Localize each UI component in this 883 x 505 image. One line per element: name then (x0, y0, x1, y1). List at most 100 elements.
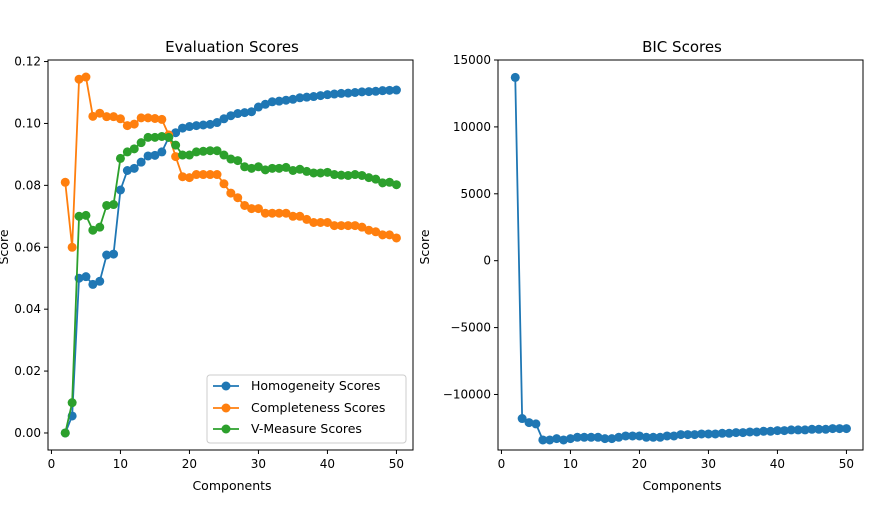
data-point (136, 138, 146, 148)
data-point (288, 94, 298, 104)
data-point (122, 147, 132, 157)
x-tick-label: 30 (251, 457, 266, 471)
data-point (545, 435, 555, 445)
legend-label-homogeneity: Homogeneity Scores (251, 378, 380, 393)
data-point (171, 152, 181, 162)
data-point (357, 87, 367, 97)
data-point (253, 162, 263, 172)
data-point (316, 91, 326, 101)
data-point (628, 431, 638, 441)
data-point (115, 153, 125, 163)
data-point (88, 225, 98, 235)
legend-entry-homogeneity: Homogeneity Scores (213, 378, 380, 393)
data-point (171, 140, 181, 150)
data-point (641, 432, 651, 442)
data-point (731, 428, 741, 438)
data-point (240, 200, 250, 210)
data-point (841, 424, 851, 434)
data-point (738, 428, 748, 438)
data-point (600, 434, 610, 444)
data-point (295, 211, 305, 221)
y-tick-label: 0.12 (14, 55, 41, 69)
data-point (260, 99, 270, 109)
legend-box (206, 374, 407, 444)
x-tick-label: 20 (632, 457, 647, 471)
data-point (74, 74, 84, 84)
data-point (371, 86, 381, 96)
data-point (572, 432, 582, 442)
data-point (378, 178, 388, 188)
data-point (136, 157, 146, 167)
data-point (309, 92, 319, 102)
data-point (247, 204, 257, 214)
data-point (752, 427, 762, 437)
data-point (593, 432, 603, 442)
data-point (531, 419, 541, 429)
data-point (316, 218, 326, 227)
data-point (322, 218, 332, 227)
data-point (226, 154, 236, 164)
y-axis-label: Score (417, 229, 432, 264)
data-point (198, 170, 208, 180)
legend-marker-v-measure (221, 424, 231, 434)
data-point (143, 151, 153, 161)
data-point (357, 222, 367, 232)
data-point (102, 250, 112, 260)
plot-area (510, 72, 851, 445)
data-point (814, 424, 824, 434)
data-point (391, 233, 401, 243)
ticks-group: 0 10 20 30 40 50 0.00 0.02 0.04 0.06 0.08 0.10 0.12 (14, 55, 404, 471)
data-point (703, 429, 713, 439)
data-point (212, 118, 222, 128)
data-point (226, 111, 236, 121)
data-point (67, 242, 77, 252)
data-point (385, 177, 395, 187)
data-point (391, 180, 401, 190)
data-point (621, 431, 631, 441)
data-point (391, 85, 401, 95)
data-point (835, 424, 845, 434)
data-point (717, 428, 727, 438)
data-point (634, 431, 644, 441)
data-point (385, 85, 395, 95)
data-point (184, 122, 194, 132)
data-point (697, 429, 707, 439)
data-point (329, 89, 339, 99)
data-point (219, 179, 229, 189)
data-point (191, 121, 201, 131)
x-tick-label: 10 (113, 457, 128, 471)
data-point (343, 170, 353, 180)
data-point (552, 434, 562, 444)
data-point (524, 418, 534, 428)
data-point (88, 279, 98, 289)
data-point (143, 113, 153, 123)
data-point (240, 108, 250, 118)
x-tick-label: 40 (770, 457, 785, 471)
y-tick-label: −5000 (450, 321, 491, 335)
data-point (136, 113, 146, 123)
x-tick-label: 50 (389, 457, 404, 471)
data-point (60, 177, 70, 187)
data-point (267, 97, 277, 107)
data-point (109, 200, 119, 210)
data-point (67, 398, 77, 408)
data-point (109, 249, 119, 259)
data-point (253, 102, 263, 112)
data-point (295, 93, 305, 103)
data-point (60, 428, 70, 438)
data-point (309, 218, 319, 227)
data-point (178, 172, 188, 182)
data-point (350, 170, 360, 180)
data-point (260, 165, 270, 175)
data-point (786, 425, 796, 435)
data-point (281, 95, 291, 105)
data-point (178, 123, 188, 133)
y-tick-label: 0.04 (14, 302, 41, 316)
data-point (171, 128, 181, 138)
y-tick-label: 0.02 (14, 364, 41, 378)
data-point (129, 119, 139, 129)
data-point (178, 150, 188, 160)
data-point (302, 92, 312, 102)
